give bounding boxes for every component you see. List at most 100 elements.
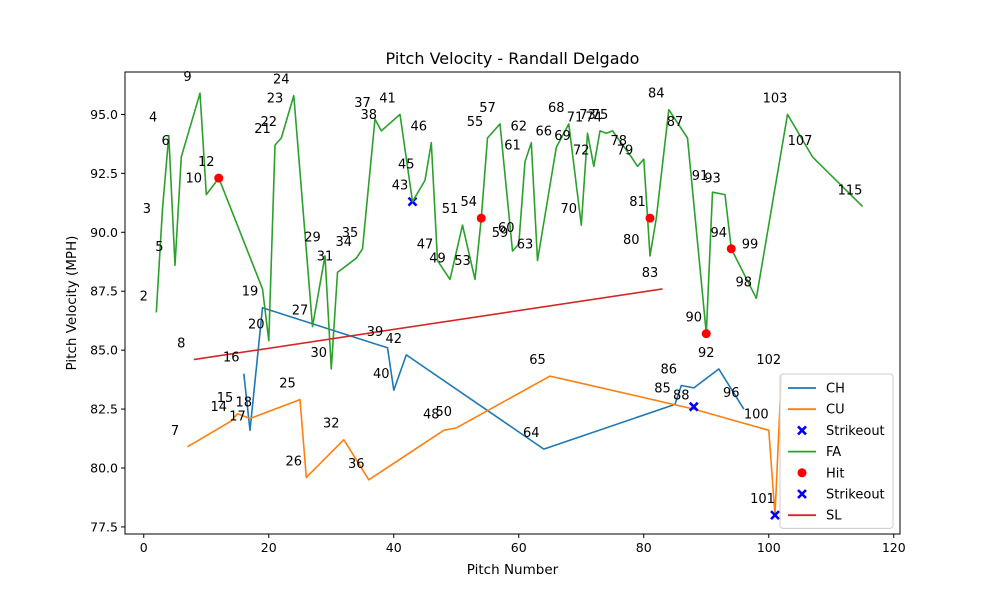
pitch-number-label: 75 [592, 108, 609, 123]
legend-entry: CU [788, 403, 845, 418]
pitch-number-label: 45 [398, 157, 415, 172]
pitch-number-label: 4 [149, 110, 157, 125]
pitch-number-label: 80 [623, 233, 640, 248]
hit-marker [214, 173, 224, 183]
y-tick-label: 85.0 [90, 343, 118, 358]
pitch-number-label: 79 [617, 143, 634, 158]
x-tick-label: 20 [261, 540, 277, 555]
pitch-number-label: 55 [467, 115, 484, 130]
pitch-number-label: 43 [392, 179, 409, 194]
pitch-number-label: 100 [744, 407, 769, 422]
pitch-number-label: 5 [155, 240, 163, 255]
legend-hit-swatch [797, 468, 807, 478]
pitch-number-label: 37 [354, 96, 371, 111]
pitch-number-label: 27 [292, 304, 309, 319]
pitch-number-label: 94 [710, 226, 727, 241]
pitch-number-label: 3 [143, 202, 151, 217]
pitch-number-label: 102 [756, 353, 781, 368]
pitch-number-label: 72 [573, 143, 590, 158]
series-line-cu [187, 375, 783, 516]
series-sl-6 [193, 288, 663, 361]
x-tick-label: 80 [636, 540, 652, 555]
x-tick-label: 100 [757, 540, 781, 555]
series-strikeout-2 [407, 196, 780, 521]
legend-label: CU [826, 403, 845, 418]
pitch-number-label: 54 [460, 195, 477, 210]
pitch-number-label: 99 [742, 238, 759, 253]
x-axis-label: Pitch Number [467, 562, 559, 578]
hit-marker [645, 213, 655, 223]
legend-box [779, 373, 894, 529]
series-ch-0 [243, 306, 745, 450]
legend-label: FA [826, 445, 841, 460]
pitch-number-label: 24 [273, 73, 290, 88]
pitch-number-label: 12 [198, 155, 215, 170]
pitch-number-label: 23 [267, 91, 284, 106]
strikeout-marker [770, 510, 780, 521]
pitch-number-label: 70 [560, 202, 577, 217]
y-tick-label: 80.0 [90, 461, 118, 476]
x-tick-label: 0 [140, 540, 148, 555]
pitch-number-label: 101 [750, 492, 775, 507]
pitch-number-label: 81 [629, 195, 646, 210]
pitch-number-label: 78 [610, 134, 627, 149]
y-tick-label: 90.0 [90, 225, 118, 240]
pitch-number-label: 32 [323, 417, 340, 432]
pitch-number-label: 86 [660, 363, 677, 378]
pitch-number-label: 66 [535, 124, 552, 139]
pitch-number-label: 17 [229, 410, 246, 425]
y-tick-label: 87.5 [90, 284, 118, 299]
pitch-number-label: 107 [788, 134, 813, 149]
pitch-number-label: 2 [140, 289, 148, 304]
pitch-number-label: 38 [360, 108, 377, 123]
pitch-number-label: 84 [648, 87, 665, 102]
pitch-number-label: 61 [504, 139, 521, 154]
pitch-number-label: 96 [723, 386, 740, 401]
pitch-number-label: 29 [304, 231, 321, 246]
pitch-number-label: 36 [348, 457, 365, 472]
pitch-number-label: 90 [685, 311, 702, 326]
pitch-number-label: 22 [260, 115, 277, 130]
x-tick-label: 60 [511, 540, 527, 555]
series-line-fa [155, 92, 864, 370]
pitch-number-label: 39 [367, 325, 384, 340]
pitch-number-label: 68 [548, 101, 565, 116]
point-labels: 2345678910121415161718192021222324252627… [140, 70, 863, 507]
pitch-number-label: 62 [510, 120, 527, 135]
pitch-number-label: 8 [177, 337, 185, 352]
pitch-number-label: 88 [673, 388, 690, 403]
y-tick-label: 82.5 [90, 402, 118, 417]
pitch-number-label: 41 [379, 91, 396, 106]
legend-entry: Strikeout [797, 488, 885, 503]
legend-label: CH [826, 382, 845, 397]
hit-marker [476, 213, 486, 223]
pitch-number-label: 73 [579, 108, 596, 123]
pitch-number-label: 34 [335, 235, 352, 250]
pitch-number-label: 26 [285, 454, 302, 469]
legend-entry: Strikeout [797, 424, 885, 439]
pitch-number-label: 51 [442, 202, 459, 217]
x-tick-label: 40 [386, 540, 402, 555]
pitch-number-label: 42 [385, 332, 402, 347]
hit-marker [701, 329, 711, 339]
series-line-ch [243, 306, 745, 450]
legend-entry: FA [788, 445, 841, 460]
pitch-number-label: 30 [310, 346, 327, 361]
pitch-number-label: 83 [642, 266, 659, 281]
y-tick-label: 95.0 [90, 107, 118, 122]
pitch-number-label: 93 [704, 172, 721, 187]
pitch-number-label: 10 [185, 172, 202, 187]
pitch-number-label: 7 [171, 424, 179, 439]
pitch-number-label: 31 [317, 249, 334, 264]
legend-label: SL [826, 509, 842, 524]
axis-ticks: 0 20 40 60 80 100 120 77.5 80.0 82.5 85.0 87.5 90.0 9… [90, 107, 906, 555]
pitch-number-label: 59 [492, 226, 509, 241]
pitch-number-label: 57 [479, 101, 496, 116]
pitch-number-label: 40 [373, 367, 390, 382]
chart-title: Pitch Velocity - Randall Delgado [386, 49, 640, 68]
pitch-number-label: 50 [435, 405, 452, 420]
pitch-number-label: 71 [567, 110, 584, 125]
pitch-number-label: 87 [667, 115, 684, 130]
plot-frame [124, 71, 901, 535]
